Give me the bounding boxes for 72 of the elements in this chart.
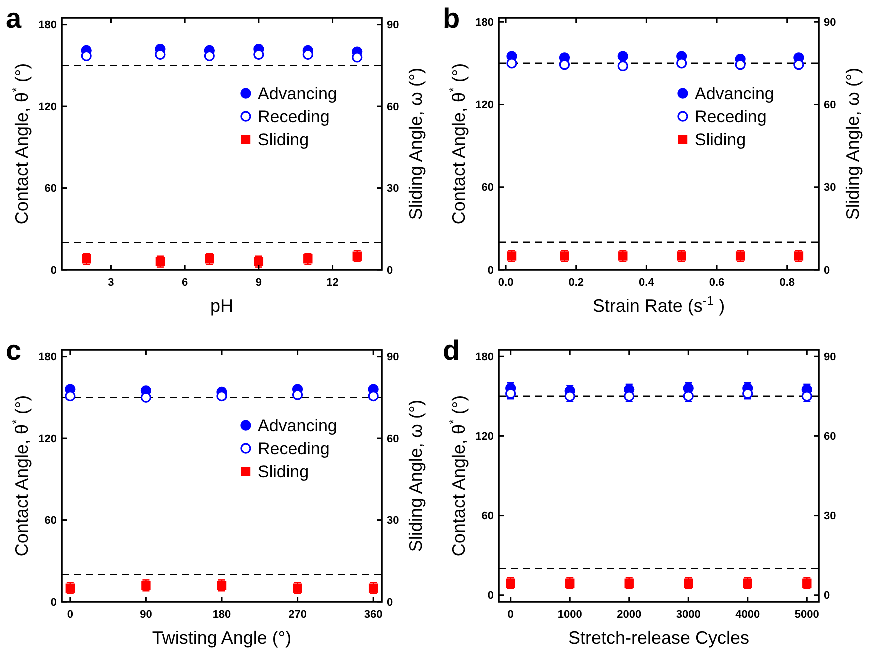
x-axis-title: pH bbox=[210, 296, 234, 316]
x-tick-label: 0 bbox=[67, 609, 74, 621]
x-tick-label: 0.0 bbox=[498, 277, 514, 289]
x-tick-label: 180 bbox=[212, 609, 232, 621]
x-tick-label: 270 bbox=[288, 609, 307, 621]
y-tick-label: 60 bbox=[482, 510, 494, 523]
y-tick-label: 180 bbox=[476, 351, 494, 364]
chart-title: a bbox=[6, 3, 22, 34]
x-axis-title: Strain Rate (s$^{-1}$ ) bbox=[592, 294, 726, 316]
legend-label: Advancing bbox=[695, 84, 774, 104]
y2-axis-title: Sliding Angle, ω (°) bbox=[843, 68, 863, 220]
y2-tick-label: 60 bbox=[824, 431, 836, 444]
legend-label: Advancing bbox=[258, 416, 338, 436]
x-tick-label: 2000 bbox=[617, 609, 642, 621]
y2-tick-label: 0 bbox=[824, 590, 830, 602]
legend-label: Receding bbox=[258, 440, 330, 459]
x-tick-label: 0.2 bbox=[568, 277, 584, 289]
y2-tick-label: 30 bbox=[824, 510, 836, 523]
x-tick-label: 4000 bbox=[736, 609, 760, 621]
legend-label: Receding bbox=[258, 108, 330, 127]
y2-tick-label: 60 bbox=[387, 101, 400, 114]
y2-tick-label: 30 bbox=[387, 515, 400, 528]
y-tick-label: 0 bbox=[488, 264, 494, 277]
y-tick-label: 0 bbox=[50, 596, 57, 609]
legend-label: Sliding bbox=[695, 130, 746, 150]
x-axis-title: Stretch-release Cycles bbox=[568, 628, 750, 648]
x-tick-label: 6 bbox=[182, 277, 188, 289]
y2-tick-label: 30 bbox=[387, 183, 400, 196]
y2-tick-label: 60 bbox=[387, 433, 400, 446]
x-tick-label: 3 bbox=[108, 277, 114, 289]
y2-tick-label: 60 bbox=[824, 100, 836, 112]
x-tick-label: 9 bbox=[256, 277, 262, 289]
x-tick-label: 360 bbox=[364, 609, 383, 621]
y-tick-label: 180 bbox=[38, 20, 57, 32]
chart-title: b bbox=[443, 3, 460, 34]
y-tick-label: 120 bbox=[38, 101, 57, 114]
y-tick-label: 60 bbox=[44, 183, 57, 196]
y-tick-label: 60 bbox=[482, 182, 494, 194]
y2-axis-title: Sliding Angle, ω (°) bbox=[406, 400, 426, 552]
y2-tick-label: 90 bbox=[824, 16, 836, 29]
x-tick-label: 0.6 bbox=[709, 277, 725, 289]
legend-label: Sliding bbox=[258, 462, 310, 482]
y2-tick-label: 90 bbox=[387, 352, 400, 364]
y-tick-label: 120 bbox=[476, 431, 494, 444]
y-tick-label: 180 bbox=[476, 16, 494, 29]
y-tick-label: 0 bbox=[488, 590, 494, 602]
y2-axis-title: Sliding Angle, ω (°) bbox=[406, 68, 426, 220]
legend-label: Sliding bbox=[258, 130, 310, 150]
y2-tick-label: 0 bbox=[387, 264, 394, 277]
x-tick-label: 12 bbox=[326, 277, 339, 289]
chart-title: d bbox=[443, 335, 460, 366]
y-tick-label: 120 bbox=[38, 433, 57, 446]
y2-tick-label: 30 bbox=[824, 182, 836, 194]
chart-title: c bbox=[6, 335, 22, 366]
y2-tick-label: 0 bbox=[824, 264, 830, 277]
x-tick-label: 5000 bbox=[794, 609, 820, 621]
x-tick-label: 0 bbox=[508, 609, 514, 621]
y-tick-label: 180 bbox=[38, 352, 57, 364]
y2-tick-label: 90 bbox=[387, 20, 400, 32]
y2-tick-label: 90 bbox=[824, 351, 836, 364]
legend-label: Receding bbox=[695, 108, 767, 127]
y-tick-label: 0 bbox=[50, 264, 57, 277]
y2-tick-label: 0 bbox=[387, 596, 394, 609]
x-tick-label: 0.8 bbox=[780, 277, 795, 289]
legend-label: Advancing bbox=[258, 84, 338, 104]
x-tick-label: 90 bbox=[140, 609, 152, 621]
y-tick-label: 120 bbox=[476, 100, 494, 112]
x-tick-label: 0.4 bbox=[639, 277, 656, 289]
x-axis-title: Twisting Angle (°) bbox=[152, 628, 292, 648]
y-tick-label: 60 bbox=[44, 515, 57, 528]
x-tick-label: 1000 bbox=[558, 609, 582, 621]
x-tick-label: 3000 bbox=[676, 609, 701, 621]
